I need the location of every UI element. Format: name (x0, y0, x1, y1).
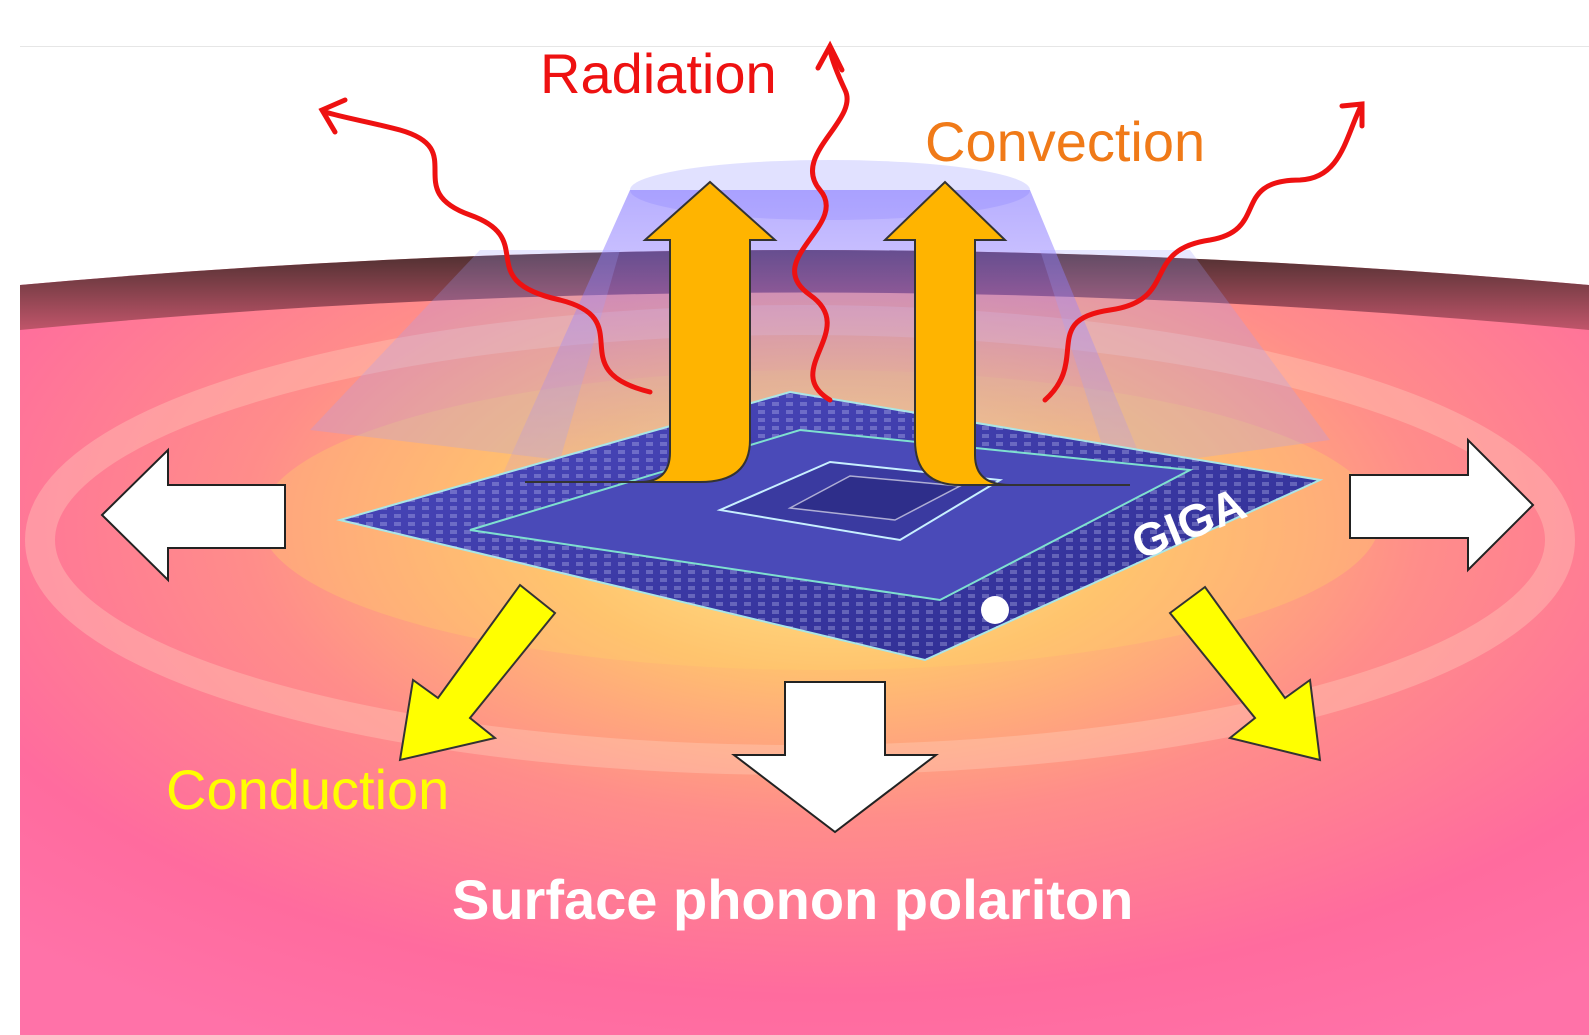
spp-arrow-down (731, 681, 939, 834)
top-divider (20, 46, 1589, 47)
conduction-arrow-left (398, 583, 557, 762)
surface-phonon-polariton-label: Surface phonon polariton (452, 868, 1134, 931)
substrate-surface (20, 250, 1589, 1035)
radiation-wave-right (1042, 101, 1365, 403)
convection-arrow-right (882, 180, 1130, 486)
conduction-arrow-right (1168, 585, 1322, 762)
conduction-label: Conduction (166, 758, 450, 821)
radiation-wave-left (318, 97, 653, 395)
spp-arrow-right (1349, 437, 1535, 573)
convection-label: Convection (925, 110, 1206, 173)
spp-arrow-left (100, 447, 286, 583)
convection-beam-side-left (310, 250, 620, 460)
chip-package (336, 390, 1324, 662)
convection-arrow-left (525, 180, 778, 483)
radiation-label: Radiation (540, 42, 777, 105)
convection-beam-side-right (1040, 250, 1330, 470)
radiation-wave-center (792, 40, 850, 403)
